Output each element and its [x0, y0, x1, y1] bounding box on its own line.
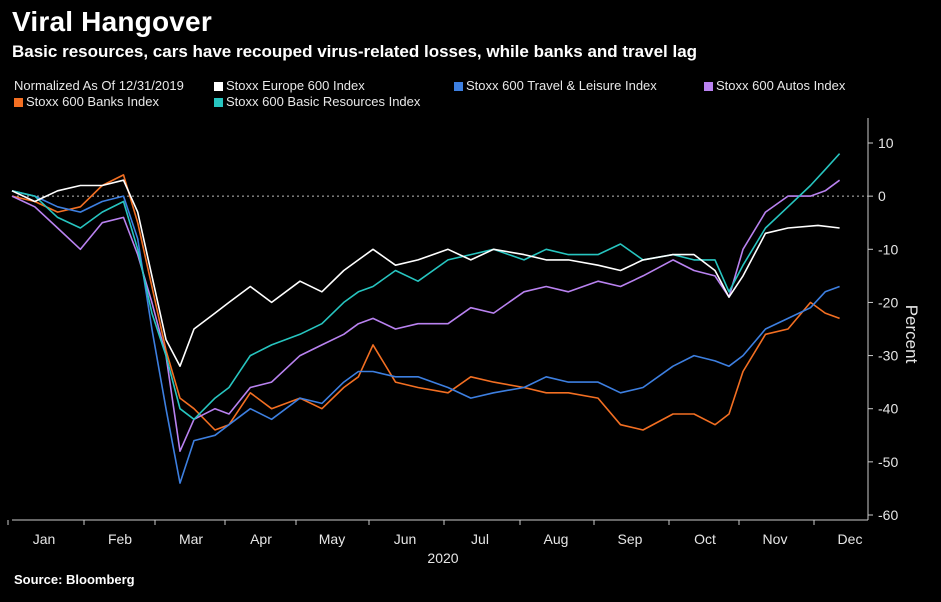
series-line-europe600 — [11, 179, 840, 368]
legend-swatch-europe600 — [214, 82, 223, 91]
x-tick-label: Jan — [33, 531, 56, 547]
y-tick-label: -10 — [878, 241, 898, 257]
legend-label-basic: Stoxx 600 Basic Resources Index — [226, 94, 421, 109]
chart-title: Viral Hangover — [12, 6, 212, 37]
x-tick-label: Dec — [838, 531, 863, 547]
legend-swatch-basic — [214, 98, 223, 107]
series-lines — [11, 153, 841, 484]
y-tick-label: -60 — [878, 507, 898, 523]
legend-label-europe600: Stoxx Europe 600 Index — [226, 78, 365, 93]
x-tick-label: Mar — [179, 531, 203, 547]
legend-label-banks: Stoxx 600 Banks Index — [26, 94, 159, 109]
legend-swatch-banks — [14, 98, 23, 107]
y-tick-label: 0 — [878, 188, 886, 204]
x-tick-label: Apr — [250, 531, 272, 547]
y-tick-label: 10 — [878, 135, 894, 151]
legend-swatch-travel — [454, 82, 463, 91]
legend-swatch-autos — [704, 82, 713, 91]
legend-item-banks: Stoxx 600 Banks Index — [14, 94, 159, 109]
legend-label-autos: Stoxx 600 Autos Index — [716, 78, 846, 93]
x-tick-label: Aug — [544, 531, 569, 547]
y-tick-label: -40 — [878, 401, 898, 417]
y-axis-label: Percent — [902, 305, 921, 364]
y-tick-label: -20 — [878, 294, 898, 310]
legend-item-travel: Stoxx 600 Travel & Leisure Index — [454, 78, 657, 93]
x-tick-label: May — [319, 531, 345, 547]
series-line-travel — [11, 190, 840, 484]
x-tick-label: Nov — [763, 531, 788, 547]
chart-subtitle: Basic resources, cars have recouped viru… — [12, 42, 698, 61]
y-tick-label: -30 — [878, 348, 898, 364]
legend-label-travel: Stoxx 600 Travel & Leisure Index — [466, 78, 657, 93]
x-tick-label: Sep — [618, 531, 643, 547]
series-line-banks — [11, 174, 840, 431]
legend-note: Normalized As Of 12/31/2019 — [14, 78, 184, 93]
y-axis-ticks: 10 0 -10 -20 -30 -40 -50 -60 — [868, 135, 898, 523]
legend-item-basic: Stoxx 600 Basic Resources Index — [214, 94, 420, 109]
series-line-basic — [11, 153, 841, 421]
legend-item-europe600: Stoxx Europe 600 Index — [214, 78, 365, 93]
source-note: Source: Bloomberg — [14, 572, 135, 587]
y-tick-label: -50 — [878, 454, 898, 470]
legend-item-autos: Stoxx 600 Autos Index — [704, 78, 845, 93]
x-tick-label: Feb — [108, 531, 132, 547]
x-axis-label: 2020 — [427, 550, 458, 566]
axes — [12, 118, 869, 521]
series-line-autos — [11, 179, 841, 453]
x-axis-ticks: Jan Feb Mar Apr May Jun Jul Aug Sep Oct Nov Dec — [7, 520, 863, 547]
x-tick-label: Jun — [394, 531, 417, 547]
x-tick-label: Jul — [471, 531, 489, 547]
x-tick-label: Oct — [694, 531, 716, 547]
